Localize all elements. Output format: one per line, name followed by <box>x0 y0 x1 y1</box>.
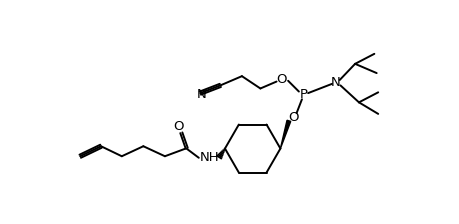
Text: N: N <box>196 88 206 101</box>
Polygon shape <box>280 120 290 149</box>
Text: O: O <box>276 73 286 86</box>
Text: O: O <box>288 111 298 124</box>
Text: NH: NH <box>199 151 219 164</box>
Text: P: P <box>299 88 307 101</box>
Text: N: N <box>330 76 340 89</box>
Text: O: O <box>173 121 184 134</box>
